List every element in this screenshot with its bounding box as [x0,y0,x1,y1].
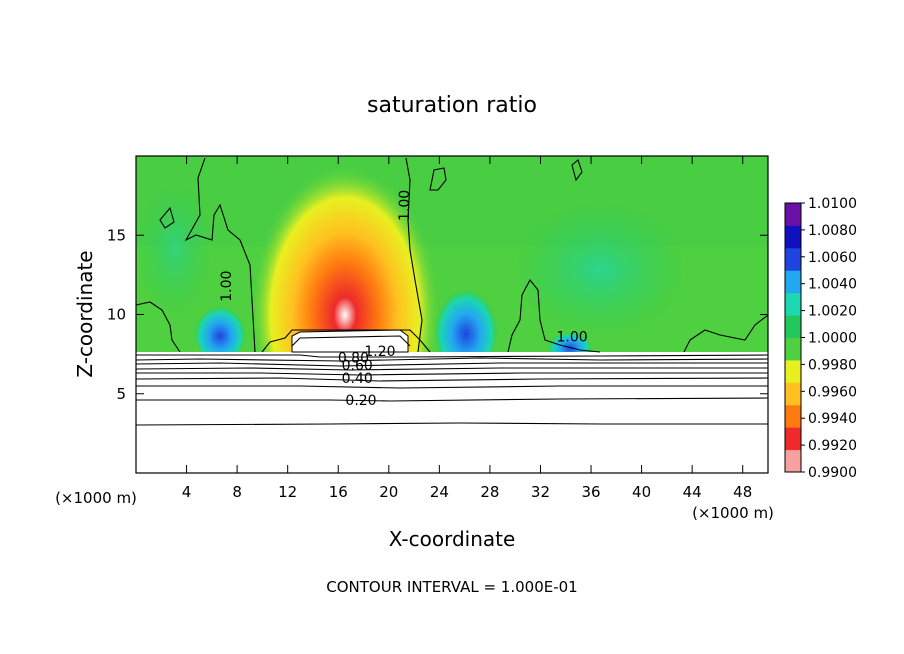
x-unit-right: (×1000 m) [692,504,774,522]
contour-1.00-left [184,157,256,353]
colorbar-tick-label: 0.9940 [808,411,857,427]
contour-1.20 [291,335,411,347]
colorbar-tick-label: 0.9980 [808,357,857,373]
colorbar-tick-label: 1.0040 [808,277,857,293]
x-tick-label: 24 [430,483,449,501]
cyan-region-left [136,180,215,320]
chart-title: saturation ratio [367,93,537,118]
contour-0.80 [136,357,768,362]
contour-label: 1.20 [364,344,395,360]
contour-0.90 [136,354,768,358]
contour-0.10 [136,422,768,426]
contour-lines [136,157,768,426]
contour-label: 1.00 [397,190,413,221]
colorbar-tick-label: 1.0100 [808,196,857,212]
x-tick-label: 16 [329,483,348,501]
contour-1.00-far-right [683,314,768,353]
x-tick-label: 28 [480,483,499,501]
contour-0.50 [136,372,768,376]
colorbar-swatch [785,247,801,271]
colorbar-swatch [785,292,801,316]
x-tick-label: 12 [278,483,297,501]
contour-0.40 [136,377,768,382]
colorbar-tick-label: 1.0080 [808,223,857,239]
x-tick-label: 32 [531,483,550,501]
subsaturated-blob-x7 [194,300,246,360]
colorbar-swatch [785,270,801,294]
colorbar-swatch [785,427,801,451]
cyan-region-right [510,200,690,340]
x-tick-label: 8 [232,483,242,501]
colorbar: 1.0100 1.0080 1.0060 1.0040 1.0020 1.0000 0.99… [784,196,857,481]
contour-label: 1.00 [219,271,235,302]
colorbar-swatch [785,404,801,428]
colorbar-tick-label: 1.0020 [808,304,857,320]
colorbar-swatch [785,203,801,226]
contour-0.60 [136,367,768,371]
contour-label: 0.20 [345,393,376,409]
colorbar-swatch [785,382,801,406]
contour-labels: 1.00 1.00 1.00 1.200.800.600.40 0.20 [219,190,588,409]
contour-0.20 [136,397,768,402]
colorbar-swatch [785,337,801,361]
lower-white-region [136,352,768,473]
colorbar-tick-label: 0.9960 [808,384,857,400]
contour-1.00-islet2 [571,159,583,182]
contour-1.00-islet [429,167,447,191]
contour-1.00-right [507,279,601,353]
y-axis-label: Z-coordinate [73,250,97,377]
colorbar-swatch [785,225,801,249]
contour-label: 0.60 [342,358,373,374]
contour-1.00-leftedge [136,301,181,353]
x-tick-label: 20 [379,483,398,501]
y-tick-label: 15 [107,226,126,244]
contour-1.00-mid [405,157,423,353]
y-axis-ticks: 5 10 15 [107,226,768,403]
x-tick-label: 44 [683,483,702,501]
x-unit-left: (×1000 m) [55,489,137,507]
colorbar-swatch [785,359,801,383]
subsaturated-blob-x26 [434,280,498,370]
colorbar-swatch [785,449,801,473]
contour-1.10 [261,329,431,353]
x-tick-label: 4 [182,483,192,501]
x-axis-ticks: 4 8 12 16 20 24 28 32 36 40 44 48 [182,156,752,501]
x-tick-label: 36 [581,483,600,501]
colorbar-swatch [785,315,801,338]
x-tick-label: 40 [632,483,651,501]
y-tick-label: 10 [107,306,126,324]
colorbar-tick-label: 1.0060 [808,250,857,266]
x-axis-label: X-coordinate [389,527,516,551]
contour-label: 1.00 [556,330,587,346]
colorbar-tick-label: 0.9900 [808,465,857,481]
contour-label: 0.40 [342,371,373,387]
colorbar-tick-label: 1.0000 [808,331,857,347]
colorbar-tick-label: 0.9920 [808,438,857,454]
contour-0.70 [136,362,768,367]
contour-interval-footer: CONTOUR INTERVAL = 1.000E-01 [326,578,577,596]
plot-area: 1.00 1.00 1.00 1.200.800.600.40 0.20 [136,156,768,473]
x-tick-label: 48 [733,483,752,501]
contour-0.30 [136,385,768,389]
contour-1.00-islet3 [159,206,175,229]
contour-label: 0.80 [338,350,369,366]
y-tick-label: 5 [116,385,126,403]
